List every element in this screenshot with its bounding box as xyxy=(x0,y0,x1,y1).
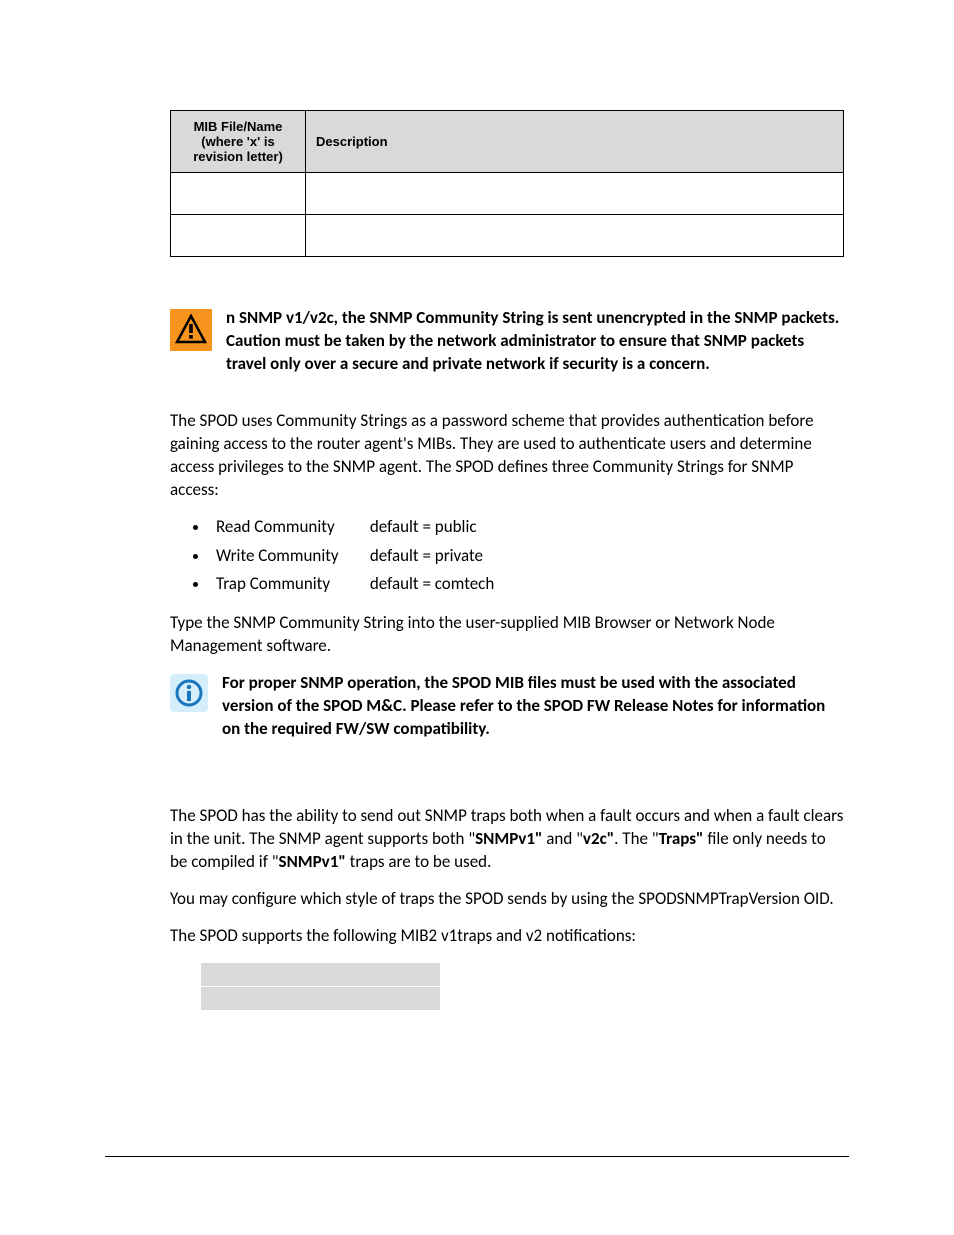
community-label: Write Community xyxy=(216,545,366,568)
list-item: Write Community default = private xyxy=(210,545,844,568)
community-label: Trap Community xyxy=(216,573,366,596)
text-run: . The " xyxy=(614,828,658,849)
mib-table-header-desc: Description xyxy=(306,111,844,173)
traps-intro-paragraph: The SPOD has the ability to send out SNM… xyxy=(170,805,844,874)
document-page: MIB File/Name (where 'x' is revision let… xyxy=(0,0,954,1071)
info-text: For proper SNMP operation, the SPOD MIB … xyxy=(222,672,844,741)
type-string-paragraph: Type the SNMP Community String into the … xyxy=(170,612,844,658)
text-run: traps are to be used. xyxy=(346,851,492,872)
mib-desc-cell xyxy=(306,215,844,257)
text-run: and " xyxy=(542,828,583,849)
table-row xyxy=(171,215,844,257)
community-label: Read Community xyxy=(216,516,366,539)
table-row xyxy=(201,962,441,986)
mib-table-header-file: MIB File/Name (where 'x' is revision let… xyxy=(171,111,306,173)
trap-cell xyxy=(201,986,441,1010)
mib-file-cell xyxy=(171,215,306,257)
supports-paragraph: The SPOD supports the following MIB2 v1t… xyxy=(170,925,844,948)
community-default: default = private xyxy=(370,545,483,566)
configure-paragraph: You may configure which style of traps t… xyxy=(170,888,844,911)
trap-notifications-table xyxy=(200,962,441,1011)
community-default: default = public xyxy=(370,516,477,537)
community-strings-list: Read Community default = public Write Co… xyxy=(170,516,844,597)
mib-desc-cell xyxy=(306,173,844,215)
text-run-bold: SNMPv1" xyxy=(475,828,542,849)
table-row xyxy=(171,173,844,215)
mib-file-cell xyxy=(171,173,306,215)
mib-file-table: MIB File/Name (where 'x' is revision let… xyxy=(170,110,844,257)
caution-icon xyxy=(170,309,212,390)
table-row xyxy=(201,986,441,1010)
list-item: Trap Community default = comtech xyxy=(210,573,844,596)
trap-cell xyxy=(201,962,441,986)
info-icon xyxy=(170,674,208,755)
footer-divider xyxy=(105,1156,849,1157)
text-run-bold: v2c" xyxy=(583,828,614,849)
caution-text: n SNMP v1/v2c, the SNMP Community String… xyxy=(226,307,844,376)
text-run-bold: SNMPv1" xyxy=(279,851,346,872)
caution-block: n SNMP v1/v2c, the SNMP Community String… xyxy=(170,307,844,390)
info-block: For proper SNMP operation, the SPOD MIB … xyxy=(170,672,844,755)
text-run-bold: Traps" xyxy=(659,828,704,849)
list-item: Read Community default = public xyxy=(210,516,844,539)
community-intro-paragraph: The SPOD uses Community Strings as a pas… xyxy=(170,410,844,502)
community-default: default = comtech xyxy=(370,573,494,594)
